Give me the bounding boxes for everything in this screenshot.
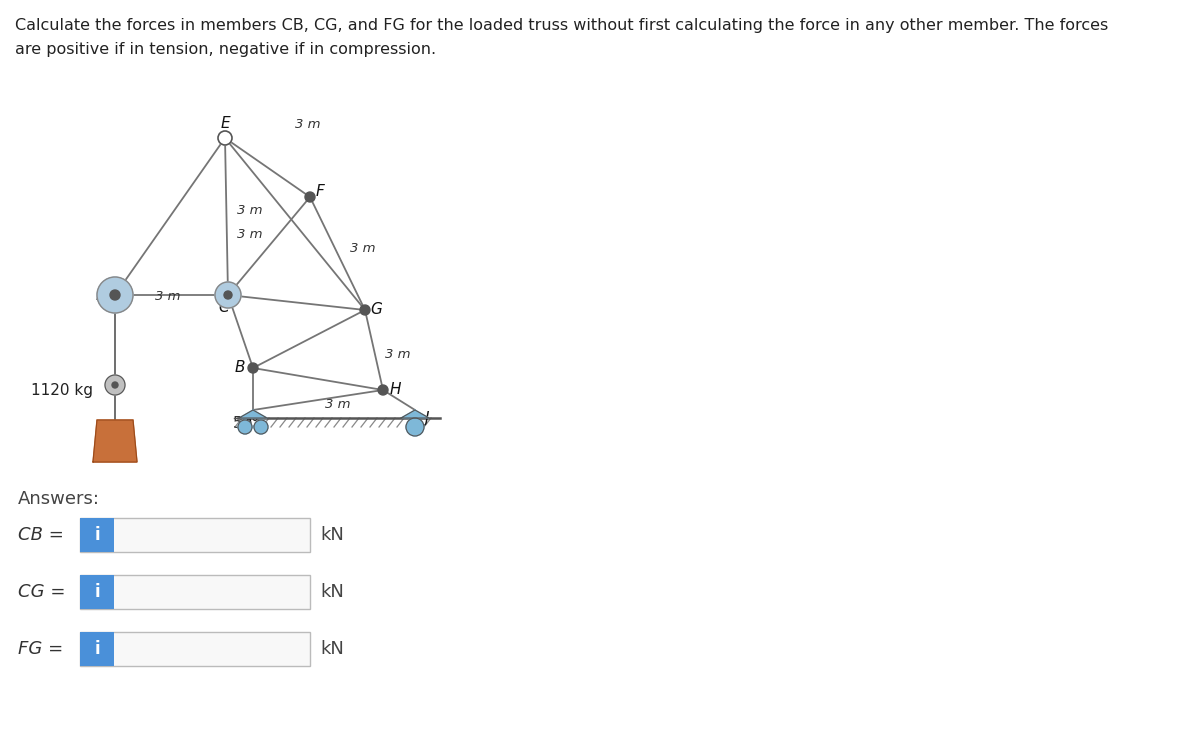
Text: C: C [218,299,229,315]
Circle shape [248,363,258,373]
Text: are positive if in tension, negative if in compression.: are positive if in tension, negative if … [14,42,436,57]
FancyBboxPatch shape [80,575,114,609]
FancyBboxPatch shape [80,518,310,552]
Text: 3 m: 3 m [385,348,410,362]
Circle shape [110,290,120,300]
Text: 3 m: 3 m [238,204,263,216]
Circle shape [305,192,314,202]
Text: J: J [425,410,430,425]
Circle shape [378,385,388,395]
Text: 3 m: 3 m [295,119,320,131]
FancyBboxPatch shape [80,632,114,666]
FancyBboxPatch shape [80,632,310,666]
Circle shape [97,277,133,313]
Text: E: E [220,116,230,131]
FancyBboxPatch shape [80,518,114,552]
Circle shape [218,131,232,145]
Text: A: A [242,416,253,431]
Polygon shape [94,420,137,462]
Polygon shape [401,410,430,418]
Polygon shape [239,410,266,418]
Text: F: F [316,184,324,199]
Circle shape [406,418,424,436]
Circle shape [224,291,232,299]
Text: FG =: FG = [18,640,64,658]
Text: D: D [95,287,107,302]
Text: B: B [235,360,245,375]
Text: 3 m: 3 m [155,289,180,302]
Text: kN: kN [320,583,344,601]
Text: Calculate the forces in members CB, CG, and FG for the loaded truss without firs: Calculate the forces in members CB, CG, … [14,18,1109,33]
Text: 3 m: 3 m [325,398,350,412]
Circle shape [106,375,125,395]
Text: kN: kN [320,526,344,544]
Circle shape [215,282,241,308]
Text: kN: kN [320,640,344,658]
Text: i: i [94,526,100,544]
Text: 58°: 58° [233,416,259,430]
Text: Answers:: Answers: [18,490,100,508]
Circle shape [112,382,118,388]
Text: CB =: CB = [18,526,64,544]
Text: 1120 kg: 1120 kg [31,383,94,398]
FancyBboxPatch shape [80,575,310,609]
Text: G: G [370,302,382,318]
Text: i: i [94,583,100,601]
Text: CG =: CG = [18,583,66,601]
Text: 3 m: 3 m [238,228,263,242]
Text: 3 m: 3 m [350,242,376,254]
Circle shape [254,420,268,434]
Text: H: H [389,383,401,398]
Circle shape [238,420,252,434]
Text: i: i [94,640,100,658]
Circle shape [360,305,370,315]
